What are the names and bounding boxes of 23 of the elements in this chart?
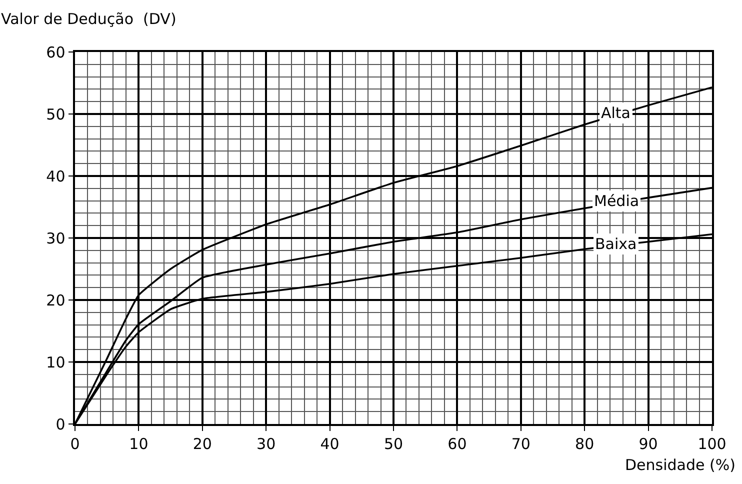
x-tick-label: 0 xyxy=(70,434,80,453)
series-label: Alta xyxy=(601,104,631,122)
y-tick-label: 10 xyxy=(46,353,66,372)
y-tick-label: 50 xyxy=(46,105,66,124)
x-tick-label: 70 xyxy=(511,434,530,453)
x-tick-label: 40 xyxy=(320,434,340,453)
x-tick-label: 10 xyxy=(129,434,148,453)
x-tick-label: 60 xyxy=(448,434,467,453)
x-tick-label: 100 xyxy=(698,434,726,453)
x-axis-title: Densidade (%) xyxy=(625,456,736,474)
y-tick-label: 60 xyxy=(46,43,66,62)
y-axis-title: Valor de Dedução (DV) xyxy=(1,10,176,28)
series-label: Baixa xyxy=(595,235,637,253)
x-tick-label: 30 xyxy=(256,434,276,453)
y-tick-label: 20 xyxy=(46,291,66,310)
x-tick-label: 50 xyxy=(384,434,404,453)
x-tick-label: 80 xyxy=(575,434,594,453)
series-label: Média xyxy=(594,192,640,210)
x-tick-label: 90 xyxy=(638,434,658,453)
x-tick-label: 20 xyxy=(192,434,212,453)
y-tick-label: 30 xyxy=(46,229,66,248)
y-tick-label: 40 xyxy=(46,167,66,186)
y-tick-label: 0 xyxy=(56,415,66,434)
